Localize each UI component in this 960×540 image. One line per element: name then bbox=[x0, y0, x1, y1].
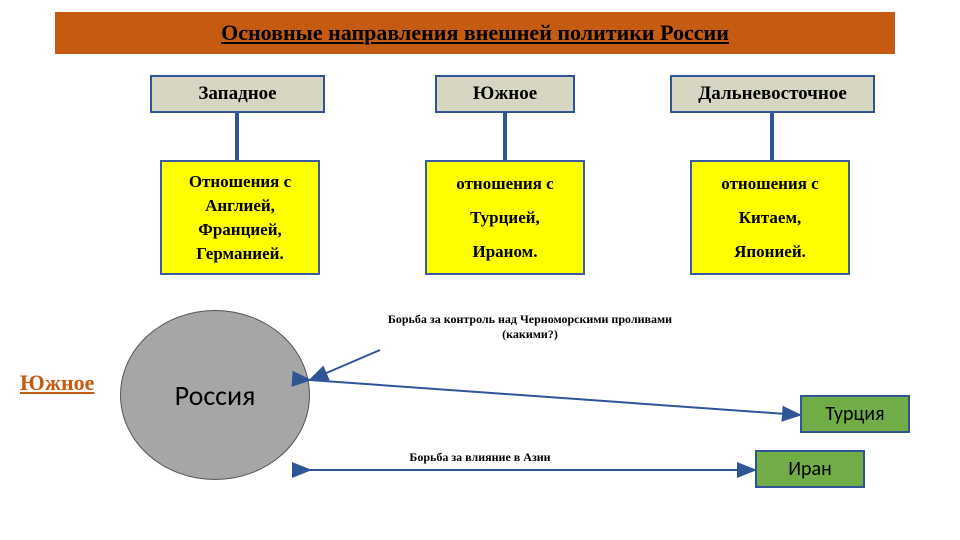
arrow-label-0: Борьба за контроль над Черноморскими про… bbox=[380, 312, 680, 342]
green-box-turkey: Турция bbox=[800, 395, 910, 433]
arrow-label-1: Борьба за влияние в Азии bbox=[380, 450, 580, 465]
green-box-iran: Иран bbox=[755, 450, 865, 488]
